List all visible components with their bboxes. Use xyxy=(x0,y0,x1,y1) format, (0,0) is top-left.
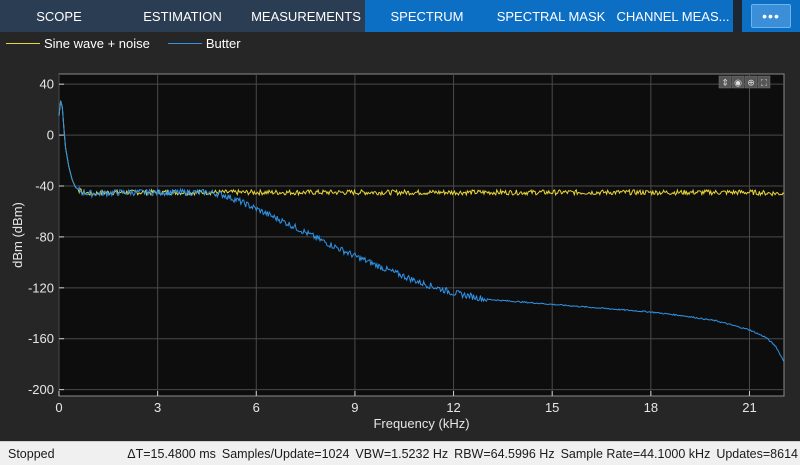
run-state: Stopped xyxy=(8,446,55,461)
pan-icon-glyph: ⇕ xyxy=(721,79,729,89)
status-item: RBW=64.5996 Hz xyxy=(454,446,555,461)
y-tick-label: -40 xyxy=(35,179,54,194)
x-tick-label: 12 xyxy=(446,400,460,415)
y-tick-label: -80 xyxy=(35,229,54,244)
tab-divider xyxy=(733,0,742,32)
y-tick-label: -160 xyxy=(28,331,54,346)
legend-item[interactable]: Butter xyxy=(167,35,241,51)
status-item: Sample Rate=44.1000 kHz xyxy=(560,446,711,461)
legend-label: Sine wave + noise xyxy=(44,35,150,51)
x-tick-label: 18 xyxy=(644,400,658,415)
legend-swatch xyxy=(6,42,40,44)
data-cursor-icon-glyph: ◉ xyxy=(734,79,742,89)
status-item: Samples/Update=1024 xyxy=(221,446,350,461)
legend-label: Butter xyxy=(205,35,241,51)
ribbon-tabs: SCOPE ESTIMATION MEASUREMENTS SPECTRUM SPECT… xyxy=(0,0,800,32)
plot-area[interactable]: 0 3 6 9 12 15 18 21 40 0 -40 -80 -120 -160 -200 Frequen… xyxy=(0,54,800,440)
status-measurements: ΔT=15.4800 ms Samples/Update=1024 VBW=1.52… xyxy=(127,447,798,461)
legend-item[interactable]: Sine wave + noise xyxy=(6,36,150,51)
data-cursor-icon[interactable] xyxy=(731,75,745,89)
x-tick-label: 3 xyxy=(154,400,161,415)
x-axis-label: Frequency (kHz) xyxy=(373,416,469,431)
x-tick-label: 15 xyxy=(545,400,559,415)
legend-swatch xyxy=(167,42,202,44)
y-tick-label: -120 xyxy=(28,280,54,295)
zoom-in-icon-glyph: ⊕ xyxy=(747,79,755,89)
y-tick-label: 40 xyxy=(40,77,54,92)
series-line-butter xyxy=(58,100,785,362)
tab-scope[interactable]: SCOPE xyxy=(0,0,118,32)
y-axis-label: dBm (dBm) xyxy=(10,202,25,268)
status-item: Updates=8614 xyxy=(716,446,798,461)
status-item: ΔT=15.4800 ms xyxy=(127,446,216,461)
pan-icon[interactable] xyxy=(718,75,732,89)
x-tick-label: 0 xyxy=(55,400,62,415)
autoscale-icon-glyph: ⛶ xyxy=(760,78,768,89)
tab-estimation[interactable]: ESTIMATION xyxy=(118,0,247,32)
tab-spectral-mask[interactable]: SPECTRAL MASK xyxy=(489,0,613,32)
spectrum-chart[interactable]: 0 3 6 9 12 15 18 21 40 0 -40 -80 -120 -160 -200 Frequen… xyxy=(0,54,800,440)
x-tick-label: 6 xyxy=(253,400,260,415)
y-tick-label: 0 xyxy=(47,128,54,143)
y-tick-label: -200 xyxy=(28,382,54,397)
legend: Sine wave + noise Butter xyxy=(0,32,800,54)
axes-box xyxy=(58,73,785,397)
tab-spectrum[interactable]: SPECTRUM xyxy=(365,0,489,32)
tab-channel-meas[interactable]: CHANNEL MEAS... xyxy=(613,0,733,32)
zoom-in-icon[interactable] xyxy=(744,75,758,89)
status-bar: Stopped ΔT=15.4800 ms Samples/Update=1024… xyxy=(0,441,800,465)
tab-measurements[interactable]: MEASUREMENTS xyxy=(247,0,365,32)
more-tabs-button[interactable]: ••• xyxy=(751,4,791,28)
autoscale-icon[interactable] xyxy=(757,75,771,89)
x-tick-label: 9 xyxy=(351,400,358,415)
more-tabs-container: ••• xyxy=(742,0,800,32)
x-tick-label: 21 xyxy=(742,400,756,415)
status-item: VBW=1.5232 Hz xyxy=(355,446,449,461)
